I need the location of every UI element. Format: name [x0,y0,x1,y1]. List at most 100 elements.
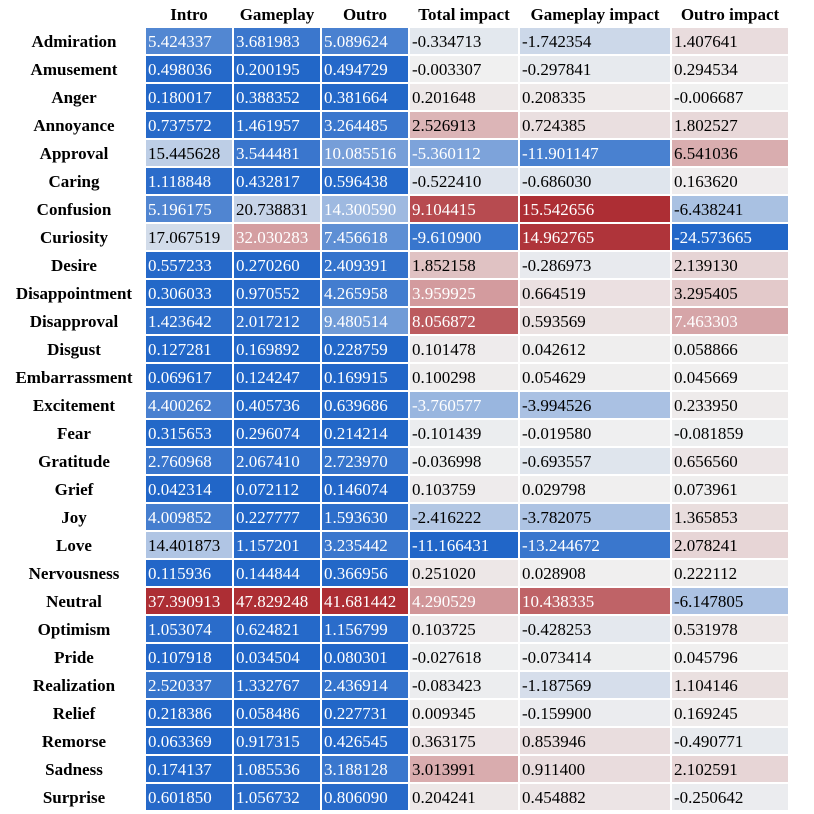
heatmap-cell: 2.520337 [146,672,232,698]
heatmap-cell: 1.852158 [410,252,518,278]
table-row: Fear 0.315653 0.296074 0.214214 -0.101439 -0.… [4,420,788,446]
heatmap-cell: -0.693557 [520,448,670,474]
table-body: Admiration 5.424337 3.681983 5.089624 -0.334… [4,28,788,810]
row-label: Nervousness [28,563,120,583]
heatmap-cell: 0.593569 [520,308,670,334]
heatmap-cell: 1.332767 [234,672,320,698]
heatmap-cell: 3.235442 [322,532,408,558]
heatmap-cell: 1.365853 [672,504,788,530]
heatmap-cell: 0.080301 [322,644,408,670]
heatmap-cell: 0.169892 [234,336,320,362]
heatmap-cell: 0.214214 [322,420,408,446]
heatmap-cell: 0.201648 [410,84,518,110]
heatmap-cell: 0.103759 [410,476,518,502]
heatmap-cell: -0.490771 [672,728,788,754]
heatmap-cell: 2.723970 [322,448,408,474]
heatmap-cell: -0.027618 [410,644,518,670]
heatmap-cell: 20.738831 [234,196,320,222]
heatmap-cell: 0.294534 [672,56,788,82]
heatmap-cell: 1.085536 [234,756,320,782]
heatmap-cell: 0.228759 [322,336,408,362]
heatmap-cell: 0.388352 [234,84,320,110]
heatmap-cell: 0.069617 [146,364,232,390]
heatmap-cell: 4.265958 [322,280,408,306]
heatmap-cell: -0.083423 [410,672,518,698]
table-row: Excitement 4.400262 0.405736 0.639686 -3.760… [4,392,788,418]
row-label: Joy [61,507,87,527]
heatmap-cell: -0.101439 [410,420,518,446]
column-header: Intro [170,4,208,24]
heatmap-cell: 0.034504 [234,644,320,670]
heatmap-cell: -0.073414 [520,644,670,670]
heatmap-cell: -3.994526 [520,392,670,418]
heatmap-cell: 8.056872 [410,308,518,334]
table-row: Curiosity 17.067519 32.030283 7.456618 -9.61… [4,224,788,250]
heatmap-cell: 0.664519 [520,280,670,306]
table-row: Caring 1.118848 0.432817 0.596438 -0.522410-… [4,168,788,194]
heatmap-cell: 0.557233 [146,252,232,278]
row-label: Embarrassment [15,367,133,387]
heatmap-cell: 0.624821 [234,616,320,642]
heatmap-cell: 0.127281 [146,336,232,362]
heatmap-cell: -11.166431 [410,532,518,558]
table-row: Approval 15.445628 3.544481 10.085516 -5.360… [4,140,788,166]
row-label: Sadness [45,759,103,779]
heatmap-cell: 2.139130 [672,252,788,278]
heatmap-cell: -0.522410 [410,168,518,194]
table-row: Embarrassment 0.069617 0.124247 0.169915 0.1… [4,364,788,390]
row-label: Love [56,535,92,555]
table-row: Annoyance 0.737572 1.461957 3.264485 2.52691… [4,112,788,138]
heatmap-cell: -0.019580 [520,420,670,446]
column-header: Outro impact [680,4,780,24]
heatmap-cell: 0.222112 [672,560,788,586]
heatmap-cell: 9.480514 [322,308,408,334]
heatmap-cell: -0.159900 [520,700,670,726]
row-label: Excitement [32,395,116,415]
table-row: Anger 0.180017 0.388352 0.381664 0.201648 0.2… [4,84,788,110]
heatmap-cell: 3.013991 [410,756,518,782]
heatmap-cell: -0.428253 [520,616,670,642]
row-label: Pride [54,647,94,667]
heatmap-cell: 0.124247 [234,364,320,390]
heatmap-cell: 2.409391 [322,252,408,278]
heatmap-cell: 0.596438 [322,168,408,194]
heatmap-cell: 0.227777 [234,504,320,530]
table-row: Realization 2.520337 1.332767 2.436914 -0.08… [4,672,788,698]
heatmap-cell: 17.067519 [146,224,232,250]
heatmap-cell: 0.169915 [322,364,408,390]
heatmap-cell: -13.244672 [520,532,670,558]
row-label: Gratitude [38,451,110,471]
heatmap-cell: 1.157201 [234,532,320,558]
corner-cell [4,2,144,26]
heatmap-cell: 0.029798 [520,476,670,502]
heatmap-cell: 0.042314 [146,476,232,502]
heatmap-cell: -2.416222 [410,504,518,530]
table-row: Grief 0.042314 0.072112 0.146074 0.103759 0.0… [4,476,788,502]
heatmap-cell: 0.639686 [322,392,408,418]
heatmap-cell: 0.405736 [234,392,320,418]
heatmap-cell: 0.227731 [322,700,408,726]
heatmap-cell: 5.196175 [146,196,232,222]
table-row: Nervousness 0.115936 0.144844 0.366956 0.251… [4,560,788,586]
heatmap-cell: 0.656560 [672,448,788,474]
heatmap-cell: 0.180017 [146,84,232,110]
row-label: Grief [54,479,94,499]
heatmap-cell: -0.081859 [672,420,788,446]
heatmap-cell: 6.541036 [672,140,788,166]
heatmap-cell: 0.200195 [234,56,320,82]
heatmap-cell: 2.436914 [322,672,408,698]
heatmap-cell: 1.407641 [672,28,788,54]
heatmap-cell: -6.438241 [672,196,788,222]
row-label: Fear [57,423,91,443]
heatmap-cell: 0.103725 [410,616,518,642]
heatmap-cell: 0.107918 [146,644,232,670]
table-row: Disapproval 1.423642 2.017212 9.480514 8.056… [4,308,788,334]
table-row: Disappointment 0.306033 0.970552 4.265958 3.… [4,280,788,306]
heatmap-cell: -3.760577 [410,392,518,418]
row-label: Realization [32,675,116,695]
heatmap-cell: -24.573665 [672,224,788,250]
heatmap-cell: 0.042612 [520,336,670,362]
heatmap-cell: 0.296074 [234,420,320,446]
heatmap-cell: 0.366956 [322,560,408,586]
heatmap-cell: 0.724385 [520,112,670,138]
